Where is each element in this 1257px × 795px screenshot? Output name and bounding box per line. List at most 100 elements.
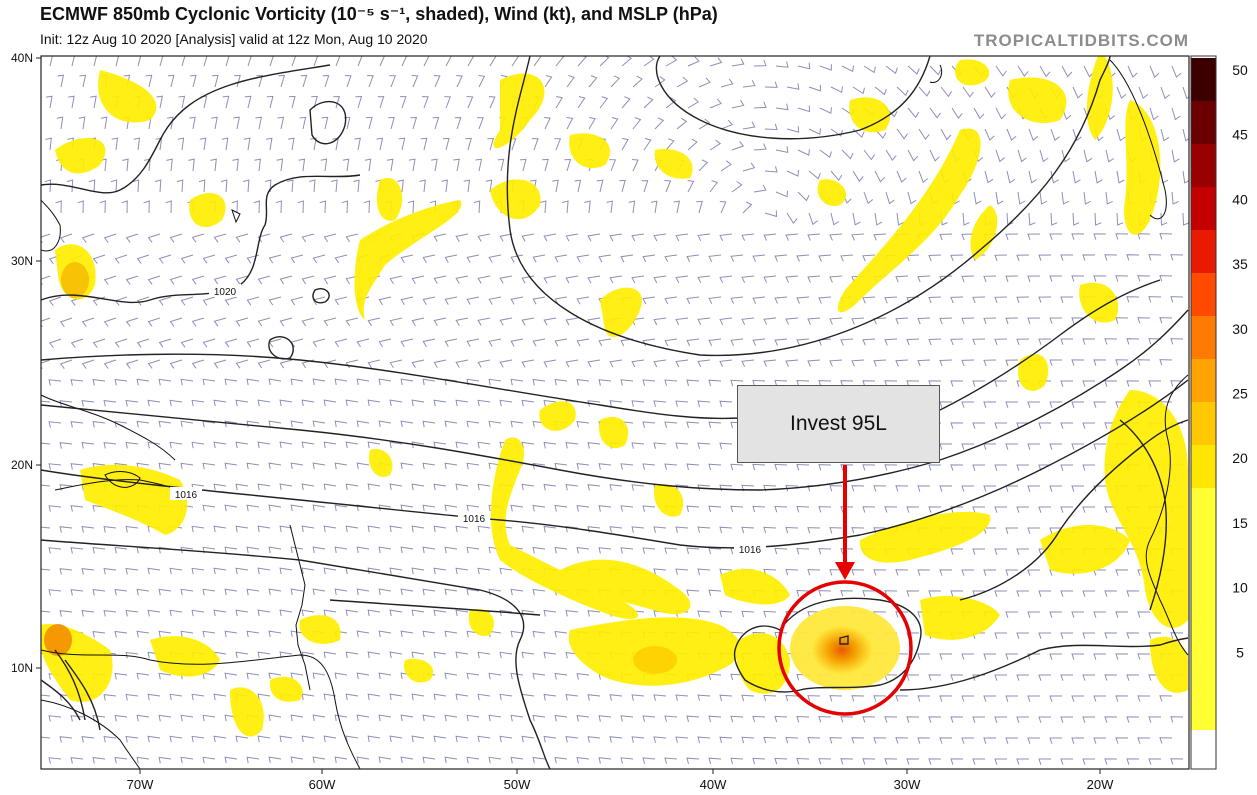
wind-barb (264, 179, 272, 193)
wind-barb (345, 441, 359, 449)
wind-barb (70, 421, 84, 428)
wind-barb (907, 107, 920, 119)
wind-barb (70, 463, 84, 470)
wind-barb (103, 400, 117, 407)
wind-barb (433, 567, 447, 575)
wind-barb (389, 651, 403, 659)
wind-barb (994, 380, 1007, 387)
wind-barb (488, 756, 502, 764)
wind-barb (455, 275, 469, 284)
wind-barb (290, 420, 304, 428)
wind-barb (587, 400, 601, 407)
wind-barb (884, 380, 898, 387)
wind-barb (862, 758, 876, 765)
wind-barb (928, 716, 942, 723)
wind-barb (213, 693, 227, 701)
wind-barb (1126, 254, 1140, 261)
wind-barb (432, 116, 440, 130)
wind-barb (466, 504, 480, 512)
wind-barb (785, 484, 799, 492)
wind-barb (642, 505, 656, 512)
wind-barb (631, 400, 645, 407)
wind-barb (59, 359, 73, 369)
wind-barb (334, 462, 348, 470)
wind-barb (1038, 296, 1052, 303)
wind-barb (323, 399, 337, 407)
wind-barb (444, 546, 458, 554)
wind-barb (1049, 611, 1062, 618)
wind-barb (56, 116, 64, 130)
wind-barb (345, 693, 359, 701)
wind-barb (477, 735, 491, 743)
wind-barb (1071, 275, 1085, 282)
lon-label: 70W (127, 777, 154, 792)
wind-barb (333, 95, 340, 109)
wind-barb (1061, 149, 1071, 163)
wind-barb (158, 378, 172, 386)
wind-barb (521, 399, 535, 407)
map-subtitle: Init: 12z Aug 10 2020 [Analysis] valid a… (40, 31, 428, 47)
map-title: ECMWF 850mb Cyclonic Vorticity (10⁻⁵ s⁻¹… (40, 4, 718, 24)
wind-barb (796, 505, 810, 513)
wind-barb (191, 525, 205, 533)
wind-barb (378, 546, 392, 554)
wind-barb (400, 504, 414, 512)
colorbar-band (1191, 230, 1216, 274)
wind-barb (81, 400, 95, 407)
wind-barb (1017, 149, 1027, 163)
wind-barb (929, 107, 941, 119)
wind-barb (213, 525, 227, 533)
wind-barb (475, 158, 483, 172)
wind-barb (1028, 170, 1037, 184)
wind-barb (180, 630, 194, 638)
wind-barb (543, 651, 557, 659)
wind-barb (730, 254, 744, 262)
wind-barb (873, 695, 887, 702)
wind-barb (1038, 422, 1051, 429)
wind-barb (1137, 611, 1151, 618)
wind-barb (41, 526, 51, 529)
wind-barb (972, 464, 985, 471)
wind-barb (1115, 695, 1129, 702)
wind-barb (939, 443, 953, 450)
wind-barb (906, 380, 920, 387)
wind-barb (1115, 737, 1129, 744)
wind-barb (664, 180, 672, 193)
wind-barb (532, 254, 546, 263)
wind-barb (485, 179, 493, 193)
wind-barb (1027, 737, 1040, 744)
wind-barb (1170, 380, 1184, 387)
wind-barb (1105, 149, 1115, 163)
wind-barb (764, 166, 778, 173)
wind-barb (169, 317, 183, 327)
wind-barb (896, 128, 908, 140)
wind-barb (257, 399, 271, 407)
wind-barb (1104, 254, 1118, 261)
coastlines (41, 59, 1189, 769)
wind-barb (1038, 716, 1051, 723)
wind-barb (244, 95, 252, 109)
wind-barb (642, 421, 656, 428)
wind-barb (719, 610, 733, 618)
wind-barb (995, 65, 1007, 77)
wind-barb (918, 170, 929, 184)
wind-barb (114, 588, 128, 596)
wind-barb (994, 590, 1007, 597)
wind-barb (147, 567, 161, 575)
wind-barb (1039, 149, 1049, 163)
wind-barb (950, 380, 964, 387)
wind-barb (939, 485, 953, 492)
wind-barb (311, 95, 318, 109)
wind-barb (709, 57, 723, 67)
wind-barb (730, 673, 744, 681)
wind-barb (576, 757, 590, 764)
wind-barb (554, 254, 568, 263)
wind-barb (433, 317, 447, 326)
wind-barb (198, 179, 206, 193)
wind-barb (532, 462, 546, 470)
wind-barb (466, 96, 474, 109)
wind-barb (222, 95, 230, 109)
wind-barb (874, 170, 885, 183)
wind-barb (1083, 191, 1092, 205)
wind-barb (389, 735, 403, 743)
